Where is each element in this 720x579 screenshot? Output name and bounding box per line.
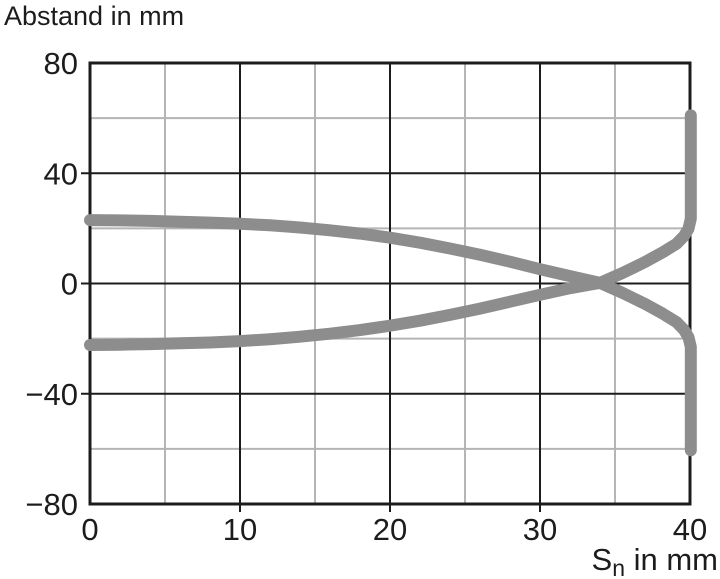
y-axis-title: Abstand in mm [4,1,185,31]
x-tick-label: 20 [373,512,407,547]
x-tick-label: 10 [223,512,257,547]
x-axis-title: Sn in mm [592,543,718,579]
range-curve-upper-detection-limit [84,214,697,457]
plot-border [88,61,692,506]
x-axis-title-symbol: S [591,542,613,577]
range-curve-lower-detection-limit [84,109,697,351]
y-tick-label: 0 [61,267,78,302]
y-tick-label: 80 [44,46,78,81]
x-tick-label: 30 [523,512,557,547]
x-axis-title-subscript: n [612,555,625,579]
y-tick-label: −80 [25,487,78,522]
x-axis-title-unit: in mm [625,542,718,577]
x-tick-label: 0 [81,512,98,547]
y-tick-label: −40 [25,377,78,412]
x-tick-label: 40 [673,512,707,547]
y-tick-label: 40 [44,156,78,191]
